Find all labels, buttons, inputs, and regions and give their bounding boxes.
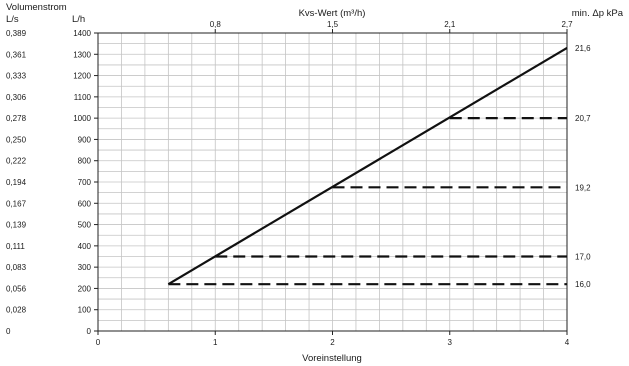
x-tick-label: 2 xyxy=(330,338,335,347)
left-outer-tick-label: 0,250 xyxy=(6,135,27,144)
left-outer-tick-label: 0,278 xyxy=(6,114,27,123)
y-tick-label: 1200 xyxy=(73,72,91,81)
left-outer-tick-label: 0,389 xyxy=(6,29,27,38)
x-tick-label: 3 xyxy=(448,338,453,347)
left-outer-tick-label: 0,139 xyxy=(6,221,27,230)
y-tick-label: 600 xyxy=(78,199,92,208)
axes xyxy=(94,29,568,335)
left-outer-tick-label: 0,028 xyxy=(6,306,27,315)
x-tick-label: 1 xyxy=(213,338,218,347)
dashed-reference-lines xyxy=(168,117,567,286)
series-layer xyxy=(167,46,568,286)
y-tick-label: 1400 xyxy=(73,29,91,38)
y-tick-label: 200 xyxy=(78,284,92,293)
y-tick-label: 400 xyxy=(78,242,92,251)
left-outer-tick-label: 0,361 xyxy=(6,50,27,59)
y-tick-label: 900 xyxy=(78,135,92,144)
left-outer-tick-label: 0,194 xyxy=(6,178,27,187)
y-tick-label: 100 xyxy=(78,306,92,315)
y-tick-label: 0 xyxy=(87,327,92,336)
y-tick-label: 500 xyxy=(78,221,92,230)
x-tick-label: 0 xyxy=(96,338,101,347)
left-outer-tick-label: 0 xyxy=(6,327,11,336)
right-axis-label: 21,6 xyxy=(575,44,591,53)
x-tick-label: 4 xyxy=(565,338,570,347)
left-inner-axis-unit: L/h xyxy=(72,14,85,25)
right-axis-label: 17,0 xyxy=(575,253,591,262)
top-tick-label: 2,1 xyxy=(444,20,456,29)
top-tick-label: 1,5 xyxy=(327,20,339,29)
tick-labels: 1400130012001100100090080070060050040030… xyxy=(6,20,591,347)
left-outer-tick-label: 0,111 xyxy=(6,242,25,251)
x-axis-title: Voreinstellung xyxy=(302,353,362,364)
left-outer-axis-unit: L/s xyxy=(6,14,19,25)
right-axis-label: 19,2 xyxy=(575,183,591,192)
top-axis-title: Kvs-Wert (m³/h) xyxy=(299,8,366,19)
left-outer-tick-label: 0,167 xyxy=(6,199,27,208)
left-outer-tick-label: 0,333 xyxy=(6,72,27,81)
left-outer-tick-label: 0,083 xyxy=(6,263,27,272)
right-axis-label: 20,7 xyxy=(575,114,591,123)
left-outer-tick-label: 0,222 xyxy=(6,157,27,166)
left-outer-axis-title: Volumenstrom xyxy=(6,2,67,13)
y-tick-label: 1000 xyxy=(73,114,91,123)
left-outer-tick-label: 0,056 xyxy=(6,284,27,293)
right-axis-label: 16,0 xyxy=(575,280,591,289)
y-tick-label: 800 xyxy=(78,157,92,166)
top-tick-label: 2,7 xyxy=(561,20,573,29)
right-axis-title: min. Δp kPa xyxy=(572,8,624,19)
y-tick-label: 300 xyxy=(78,263,92,272)
left-outer-tick-label: 0,306 xyxy=(6,93,27,102)
y-tick-label: 700 xyxy=(78,178,92,187)
y-tick-label: 1100 xyxy=(74,93,92,102)
y-tick-label: 1300 xyxy=(73,50,91,59)
grid xyxy=(98,33,567,331)
series-line xyxy=(167,46,568,286)
top-tick-label: 0,8 xyxy=(210,20,222,29)
